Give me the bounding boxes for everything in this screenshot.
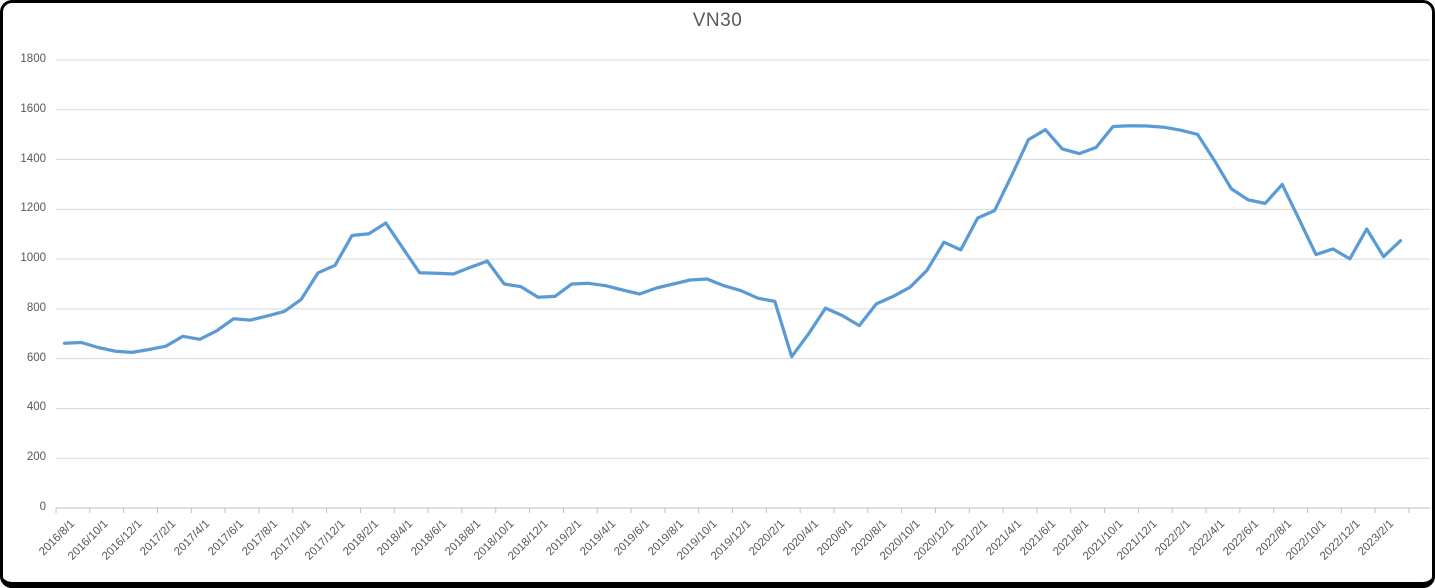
chart-title: VN30 — [692, 10, 743, 31]
y-axis-tick-label: 800 — [26, 301, 46, 314]
series-line-vn30 — [62, 124, 1403, 359]
y-axis-tick-label: 200 — [26, 451, 46, 464]
y-axis-tick-label: 1800 — [20, 53, 46, 65]
y-axis-tick-label: 1600 — [20, 102, 46, 115]
y-axis-tick-label: 0 — [39, 501, 46, 513]
y-axis-tick-label: 600 — [26, 351, 46, 364]
y-axis-tick-label: 1400 — [20, 152, 46, 165]
y-axis-tick-label: 1000 — [20, 252, 46, 265]
y-axis-tick-label: 400 — [26, 401, 46, 414]
y-axis-tick-label: 1200 — [20, 202, 46, 215]
